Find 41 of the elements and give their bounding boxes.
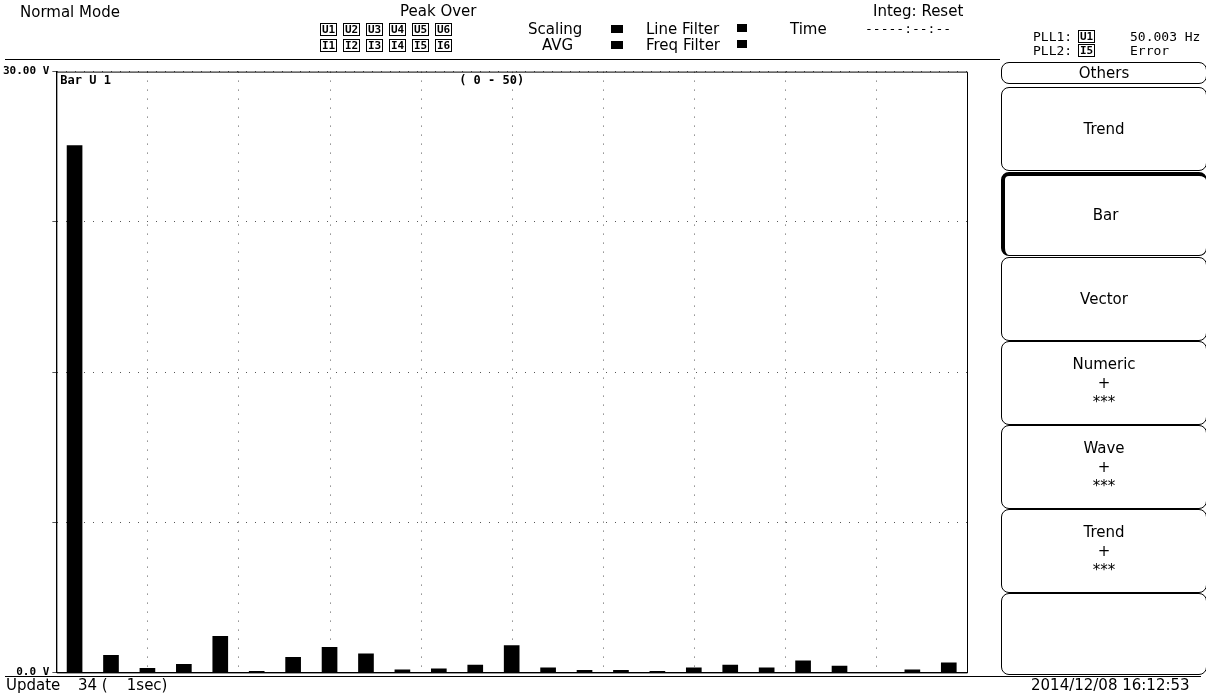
text: Bar — [1001, 172, 1206, 256]
text: Trend — [1001, 87, 1206, 171]
annotation: ( 0 - 50) — [459, 72, 525, 87]
text: PLL2: — [1033, 43, 1073, 58]
text: I2 — [343, 39, 361, 52]
text: 34 ( 1sec) — [78, 676, 168, 694]
text: Numeric + *** — [1001, 341, 1206, 425]
text: Error — [1130, 43, 1170, 58]
text: I5 — [1078, 44, 1096, 57]
text: I1 — [320, 39, 338, 52]
text: Normal Mode — [20, 3, 120, 21]
text: Update — [6, 676, 61, 694]
text: Freq Filter — [646, 36, 721, 54]
text: 2014/12/08 16:12:53 — [1031, 676, 1190, 694]
text: Others — [1001, 62, 1206, 84]
y-axis-title: Bar U 1 — [60, 72, 111, 87]
text: Wave + *** — [1001, 425, 1206, 509]
text: I3 — [366, 39, 384, 52]
text: AVG — [542, 36, 574, 54]
text: 50.003 Hz — [1130, 29, 1201, 44]
text: Line Filter — [646, 20, 720, 38]
text: Peak Over — [400, 2, 477, 20]
text: U4 — [389, 23, 407, 36]
text: Scaling — [528, 20, 583, 38]
text: U1 — [1078, 30, 1096, 43]
text: U1 — [320, 23, 338, 36]
text: -----:--:-- — [865, 21, 952, 36]
y-tick-label: 30.00 V — [3, 64, 50, 78]
text: U2 — [343, 23, 361, 36]
text: Integ: Reset — [873, 2, 964, 20]
text: Time — [790, 20, 827, 38]
text: U3 — [366, 23, 384, 36]
text: PLL1: — [1033, 29, 1073, 44]
text: U6 — [435, 23, 453, 36]
text: Trend + *** — [1001, 509, 1206, 593]
y-tick-label: 0.0 V — [16, 665, 50, 679]
text: I4 — [389, 39, 407, 52]
text: I6 — [435, 39, 453, 52]
text: Vector — [1001, 257, 1206, 341]
text: I5 — [412, 39, 430, 52]
text: U5 — [412, 23, 430, 36]
